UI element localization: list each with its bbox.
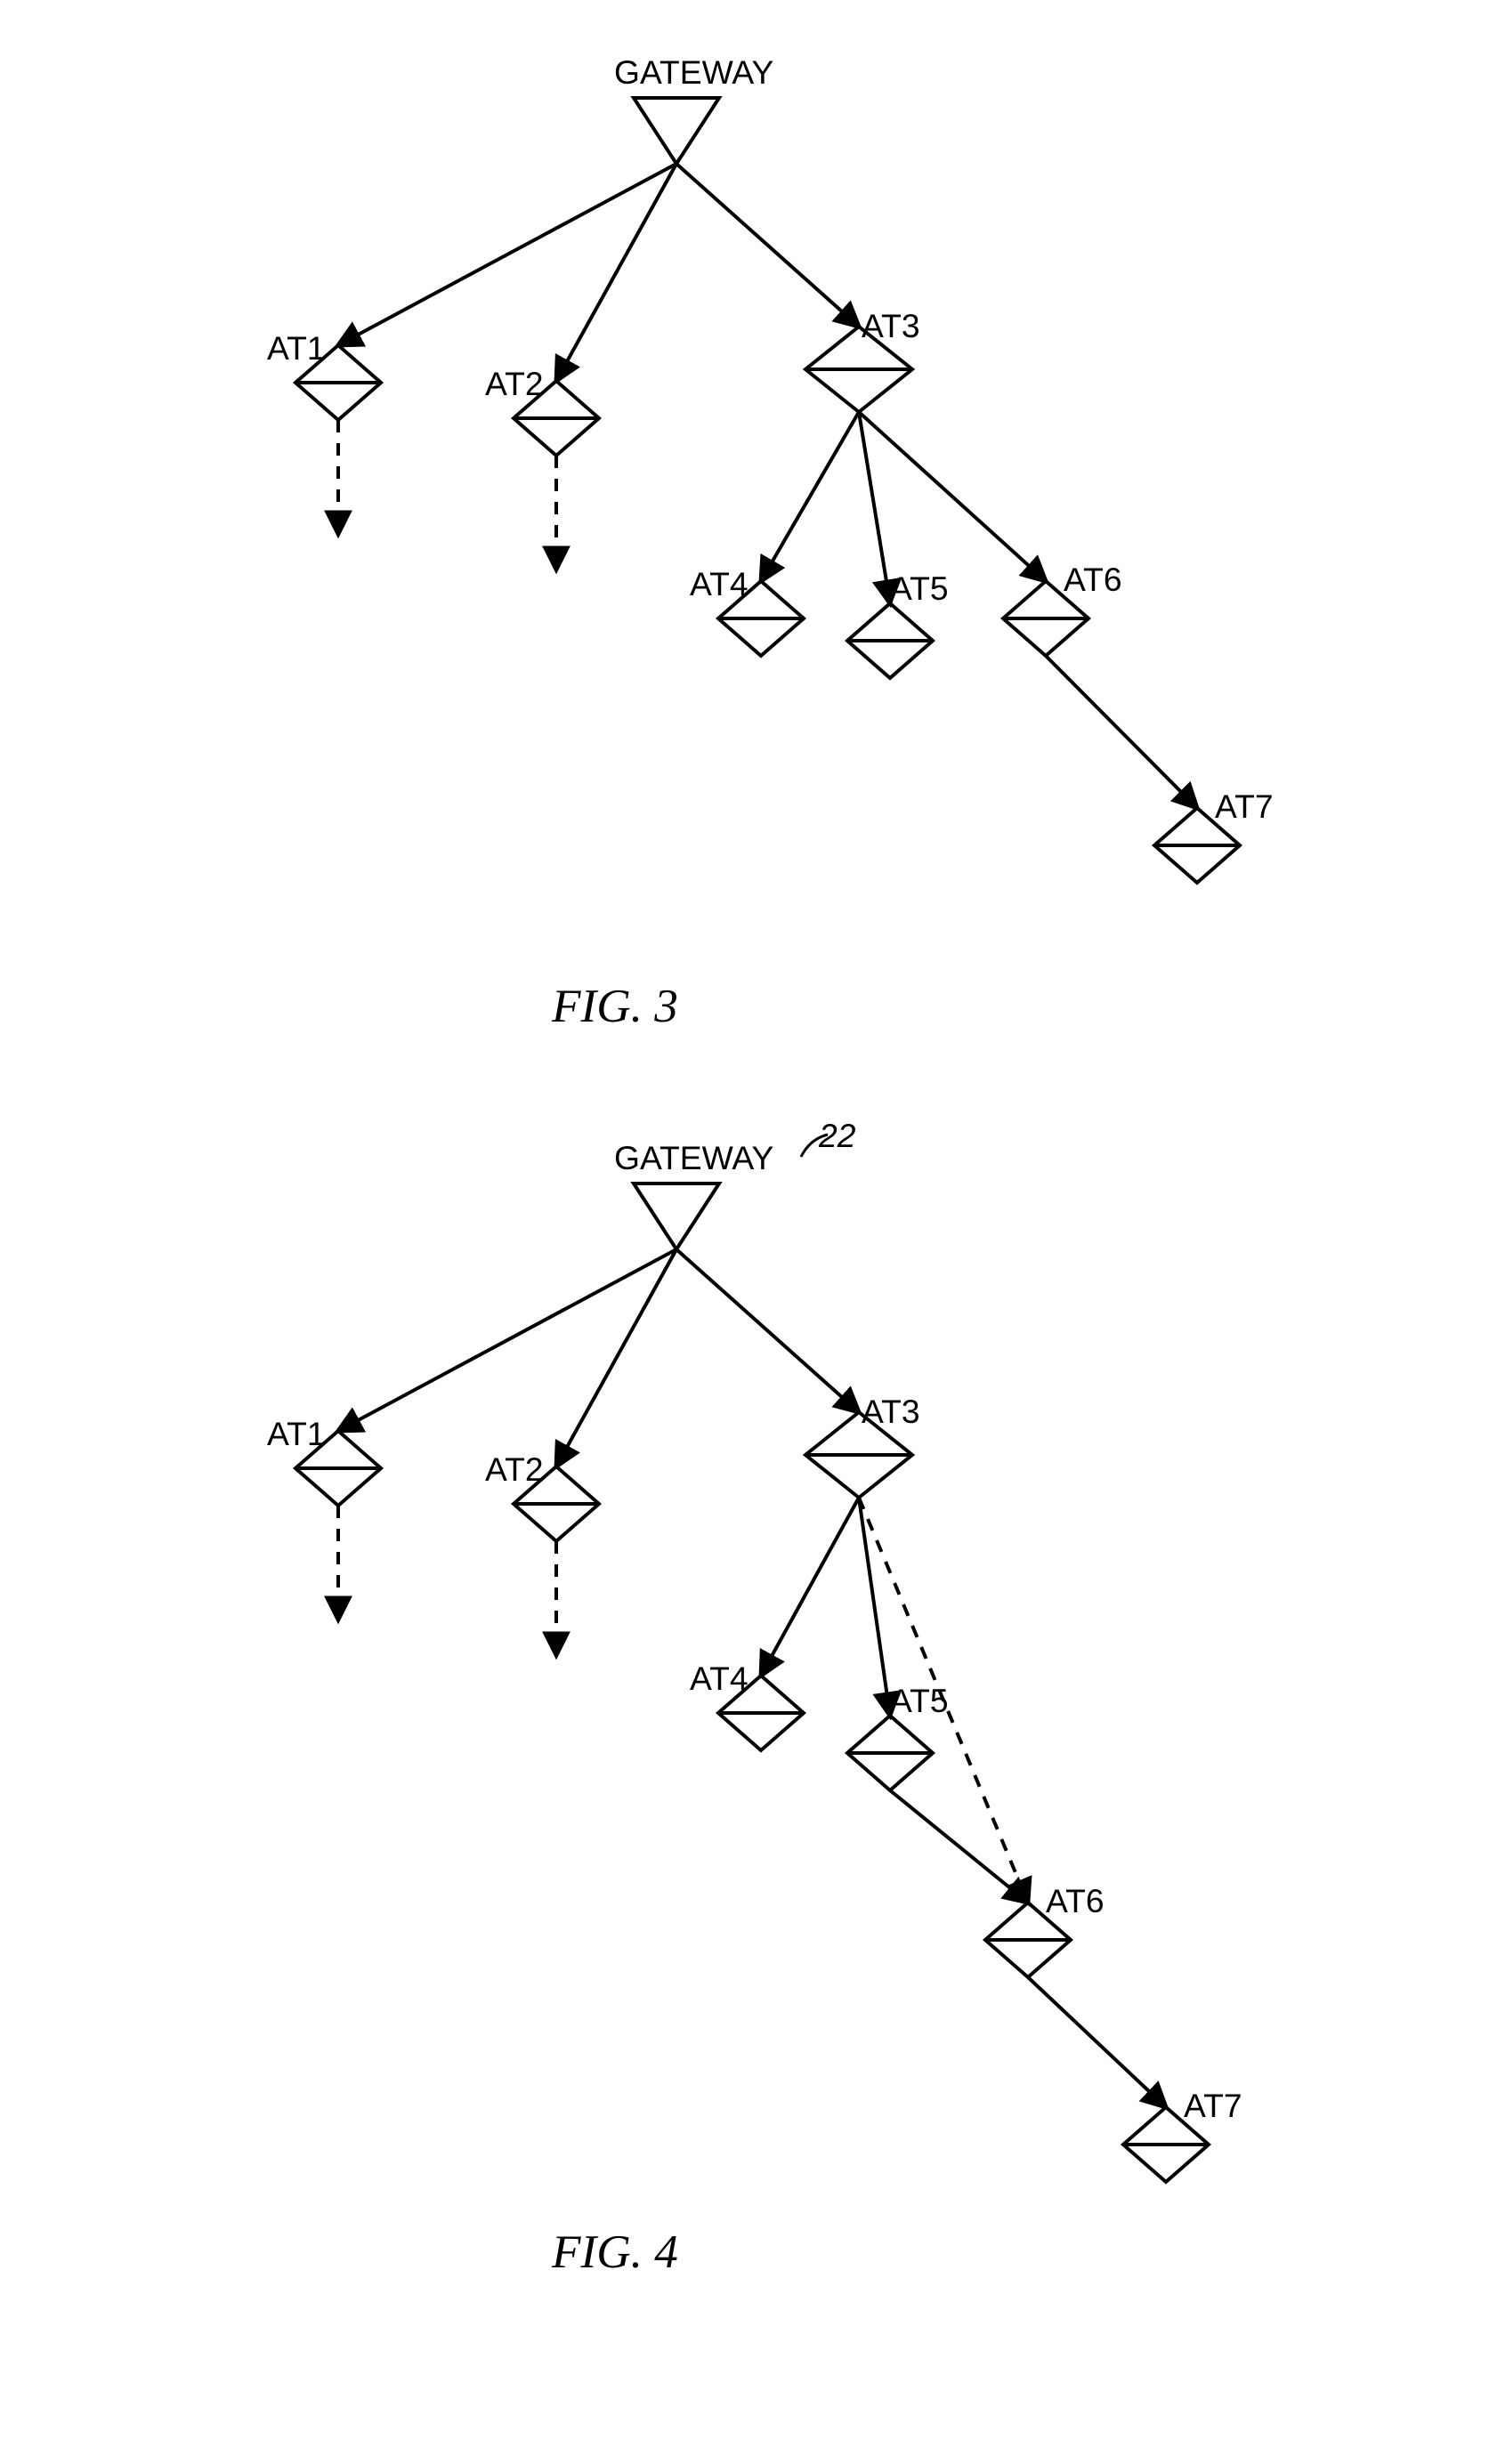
node-label-AT3: AT3 — [862, 1393, 920, 1431]
node-label-AT1: AT1 — [267, 1415, 326, 1453]
node-label-AT6: AT6 — [1064, 561, 1122, 599]
node-label-AT2: AT2 — [485, 365, 544, 403]
gateway-label: GATEWAY — [614, 53, 773, 92]
gateway-ref-label: 22 — [819, 1117, 855, 1155]
node-label-AT2: AT2 — [485, 1450, 544, 1489]
gateway-icon — [634, 1184, 719, 1249]
fig4-group — [295, 1135, 1209, 2182]
node-label-AT3: AT3 — [862, 307, 920, 345]
fig3-group — [295, 98, 1240, 883]
gateway-label: GATEWAY — [614, 1139, 773, 1177]
node-label-AT4: AT4 — [690, 565, 748, 603]
edge — [761, 1498, 859, 1676]
fig4-caption: FIG. 4 — [552, 2225, 678, 2279]
node-label-AT4: AT4 — [690, 1660, 748, 1698]
edge — [890, 1790, 1028, 1903]
node-label-AT5: AT5 — [890, 570, 949, 608]
diagram-canvas — [0, 0, 1497, 2464]
node-label-AT7: AT7 — [1215, 788, 1274, 826]
edge — [676, 1249, 859, 1412]
edge — [1028, 1977, 1166, 2107]
node-label-AT5: AT5 — [890, 1682, 949, 1720]
edge — [859, 412, 1046, 581]
edge — [859, 1498, 890, 1716]
edge — [761, 412, 859, 581]
node-label-AT1: AT1 — [267, 329, 326, 368]
node-label-AT6: AT6 — [1046, 1882, 1105, 1920]
edge — [676, 164, 859, 327]
edge — [859, 412, 890, 603]
node-label-AT7: AT7 — [1184, 2087, 1242, 2125]
edge — [1046, 656, 1197, 808]
gateway-icon — [634, 98, 719, 164]
fig3-caption: FIG. 3 — [552, 979, 678, 1033]
